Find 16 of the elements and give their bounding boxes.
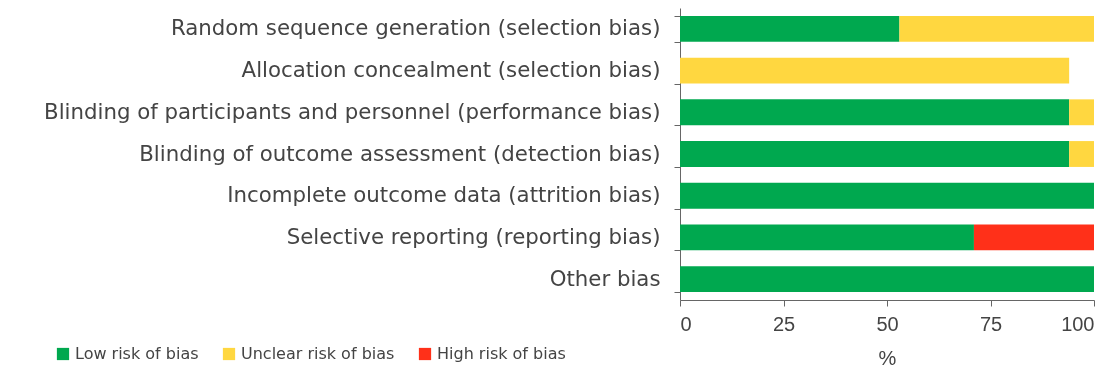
- legend-label: High risk of bias: [437, 344, 566, 363]
- y-tick-label: Incomplete outcome data (attrition bias): [227, 182, 661, 208]
- y-tick-label: Selective reporting (reporting bias): [286, 223, 661, 249]
- x-axis-title: %: [878, 346, 897, 369]
- x-tick-label: 0: [680, 312, 692, 335]
- y-tick-label: Random sequence generation (selection bias): [170, 15, 661, 41]
- legend-label: Unclear risk of bias: [241, 344, 395, 363]
- x-tick-label: 75: [979, 312, 1003, 335]
- y-tick-label: Blinding of participants and personnel (performance bias): [44, 98, 661, 124]
- legend-label: Low risk of bias: [75, 344, 199, 363]
- x-tick-label: 100: [1061, 312, 1095, 335]
- y-tick-label: Blinding of outcome assessment (detection bias): [139, 140, 661, 166]
- x-tick-label: 50: [876, 312, 899, 335]
- y-tick-label: Other bias: [549, 265, 661, 291]
- x-tick-label: 25: [772, 312, 796, 335]
- y-tick-label: Allocation concealment (selection bias): [241, 57, 661, 83]
